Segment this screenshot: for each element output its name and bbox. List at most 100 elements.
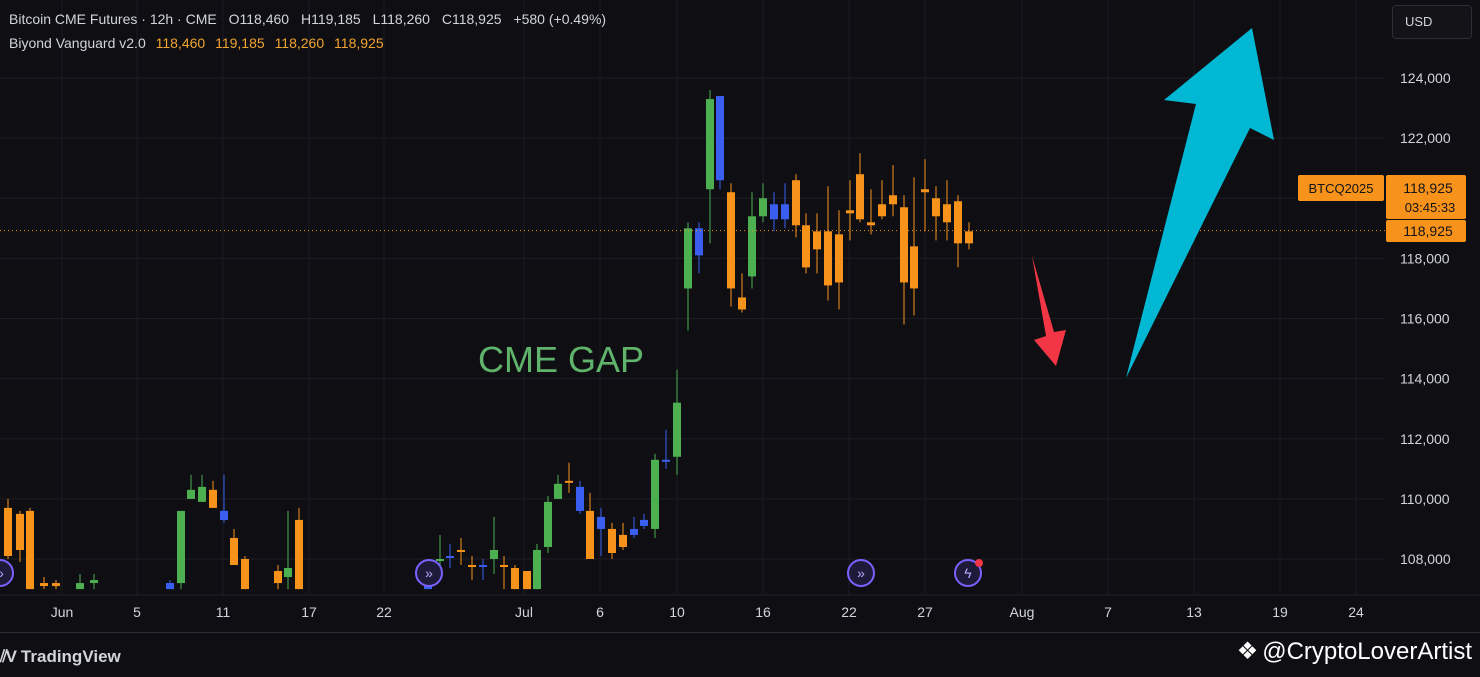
drawing-arrows[interactable] [1032,28,1274,378]
currency-button[interactable]: USD [1392,5,1472,39]
candle [792,174,800,238]
candle-body [813,231,821,250]
price-tag-bg [1386,175,1466,219]
candle-body [792,180,800,226]
candle-body [889,195,897,205]
candle-body [274,571,282,584]
candle-body [910,246,918,289]
candle [52,580,60,590]
x-tick-label: 24 [1348,604,1364,620]
candle-body [187,489,195,499]
candle [166,580,174,590]
time-axis[interactable]: Jun 5 11 17 22 Jul 6 10 16 22 27 Aug 7 13 19 24 [51,604,1364,620]
candle-body [177,510,185,584]
candle-body [824,231,832,286]
flash-event-icon[interactable]: ϟ [954,559,983,587]
x-tick-label: 22 [841,604,857,620]
candle [889,165,897,217]
footer-bar: ⫽V TradingView ❖ @CryptoLoverArtist [0,632,1480,677]
candle-body [856,174,864,220]
candle [954,195,962,268]
candle-body [490,549,498,559]
candle [608,522,616,559]
candle [76,574,84,590]
candle-body [209,489,217,508]
symbol-tag-bg [1298,175,1384,201]
candle-body [965,231,973,244]
candle [651,453,659,538]
symbol-tag: BTCQ2025 [1308,181,1373,196]
candle [209,480,217,508]
candle-body [479,565,487,568]
author-watermark: ❖ @CryptoLoverArtist [1237,637,1472,666]
candles-layer [4,90,973,590]
tradingview-brand[interactable]: ⫽V TradingView [0,647,121,667]
candle-countdown: 03:45:33 [1405,200,1456,215]
candle-body [770,204,778,220]
candle [177,510,185,590]
candle-body [241,559,249,590]
candle [241,555,249,590]
candle [479,559,487,581]
dividend-marker-icon[interactable]: » [0,559,14,587]
candle-body [295,519,303,590]
x-tick-label: 5 [133,604,141,620]
candle-body [781,204,789,220]
dividend-marker-icon[interactable]: » [415,559,443,587]
candle-body [533,549,541,590]
low-label: L [372,11,381,27]
price-axis[interactable]: 108,000 110,000 112,000 114,000 116,000 118,0… [1400,70,1451,567]
y-tick-label: 110,000 [1400,491,1450,507]
x-tick-label: 11 [216,604,231,620]
candle-body [446,555,454,558]
indicator-legend[interactable]: Biyond Vanguard v2.0 118,460 119,185 118… [9,35,384,51]
candle [500,555,508,590]
up-arrow-drawing[interactable] [1126,28,1274,378]
candle [824,186,832,301]
candle-body [76,583,84,590]
candle [932,186,940,241]
candle-body [608,528,616,553]
price-tag-value: 118,925 [1403,180,1453,196]
tradingview-brand-label: TradingView [20,647,121,666]
y-tick-label: 112,000 [1400,431,1450,447]
change-value: +580 (+0.49%) [513,11,607,27]
symbol-legend[interactable]: Bitcoin CME Futures · 12h · CME O118,460… [9,11,606,27]
candle [640,513,648,529]
binance-diamond-icon: ❖ [1236,638,1259,665]
candle [716,96,724,190]
candle-body [846,210,854,214]
candle-body [586,510,594,559]
dividend-marker-icon[interactable]: » [847,559,875,587]
indicator-open: 118,460 [155,35,206,51]
candle [867,189,875,235]
candle-body [802,225,810,268]
high-value: 119,185 [311,11,361,27]
candle-body [662,459,670,462]
candle [586,492,594,559]
candle [846,180,854,241]
candle-body [4,507,12,556]
event-markers[interactable]: » » » ϟ [0,559,983,587]
candle [921,159,929,232]
down-arrow-drawing[interactable] [1032,256,1066,366]
candle-body [640,519,648,526]
candle [738,273,746,313]
candle-body [576,486,584,511]
candle [544,495,552,553]
candle [770,192,778,232]
candle-body [284,568,292,578]
candle [965,222,973,250]
x-tick-label: 7 [1104,604,1112,620]
candle [230,528,238,566]
candle-body [198,486,206,502]
x-tick-label: Jun [51,604,74,620]
y-tick-label: 114,000 [1400,371,1450,387]
low-value: 118,260 [380,11,430,27]
price-tag[interactable]: BTCQ2025 118,925 03:45:33 118,925 [1298,175,1466,242]
open-value: 118,460 [239,11,290,27]
candle-body [706,99,714,190]
y-tick-label: 116,000 [1400,311,1450,327]
y-tick-label: 118,000 [1400,250,1450,266]
